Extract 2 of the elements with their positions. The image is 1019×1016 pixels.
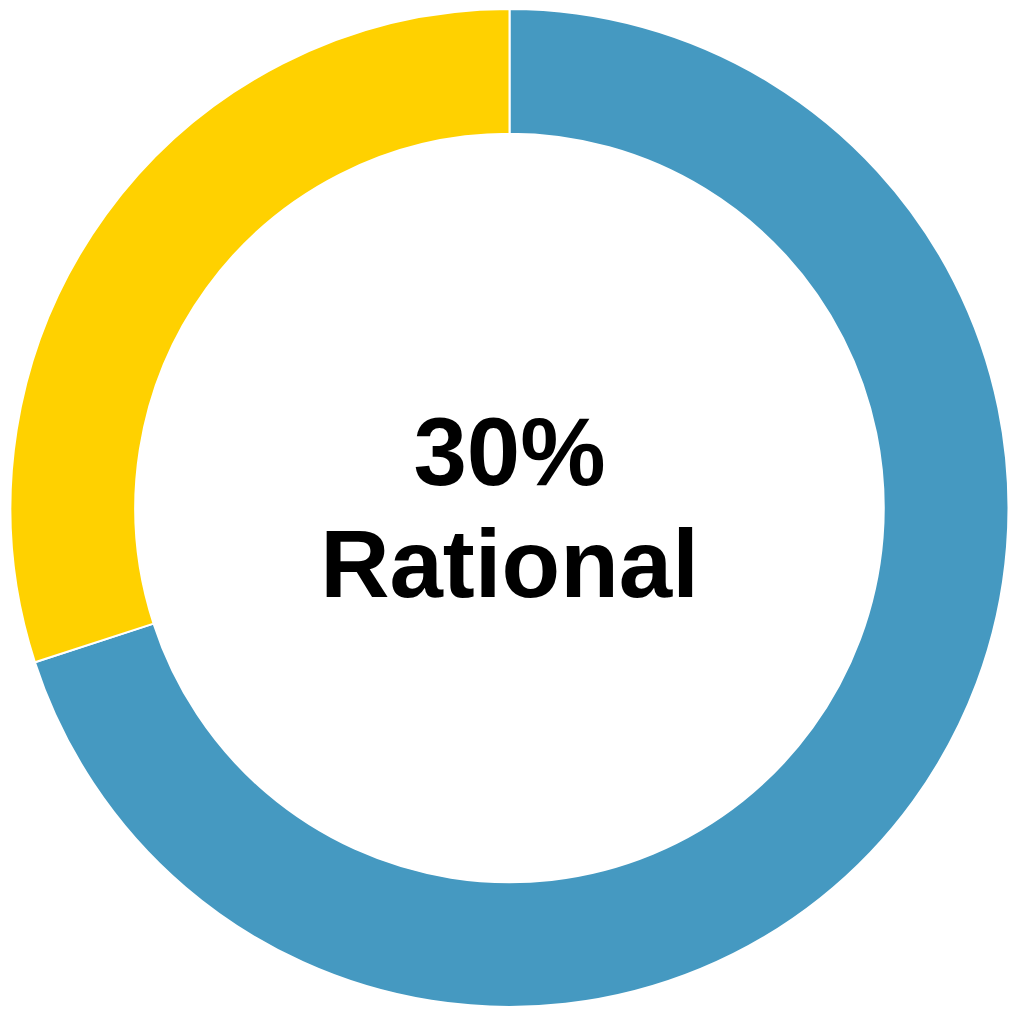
text: 30% xyxy=(413,397,606,507)
text: Rational xyxy=(320,509,699,619)
